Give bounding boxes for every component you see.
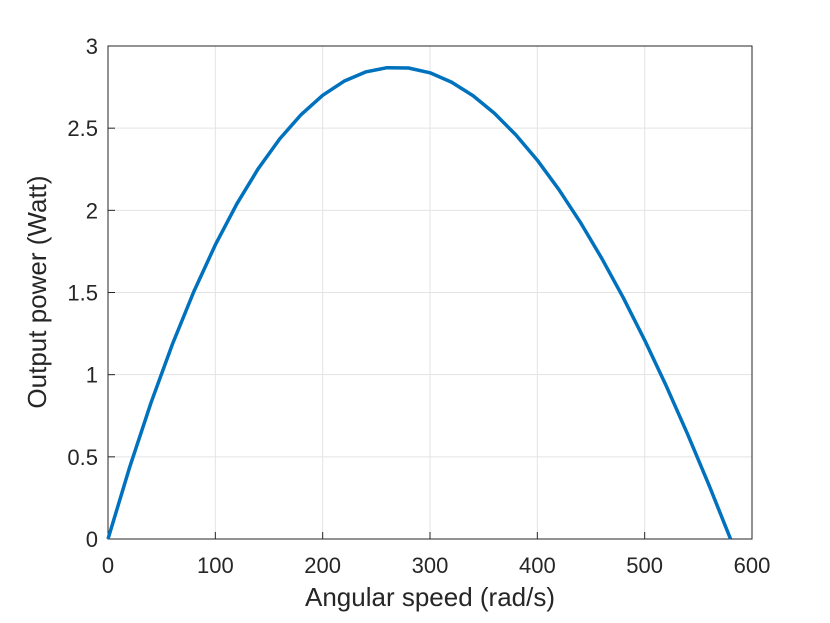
x-tick-label: 300 <box>412 553 449 578</box>
axes-box <box>107 45 753 540</box>
y-tick-label: 1 <box>86 363 98 388</box>
y-tick-label: 3 <box>86 34 98 59</box>
x-tick-label: 0 <box>102 553 114 578</box>
y-tick-label: 1.5 <box>67 281 98 306</box>
x-tick-label: 200 <box>304 553 341 578</box>
x-tick-label: 500 <box>626 553 663 578</box>
x-tick-label: 100 <box>197 553 234 578</box>
data-line <box>106 65 733 540</box>
x-tick-label: 400 <box>519 553 556 578</box>
y-tick-label: 2 <box>86 198 98 223</box>
x-tick-label: 600 <box>734 553 771 578</box>
y-tick-label: 0 <box>86 527 98 552</box>
x-axis-label: Angular speed (rad/s) <box>305 582 555 612</box>
y-axis-label: Output power (Watt) <box>22 175 52 408</box>
y-tick-label: 2.5 <box>67 116 98 141</box>
y-tick-label: 0.5 <box>67 445 98 470</box>
